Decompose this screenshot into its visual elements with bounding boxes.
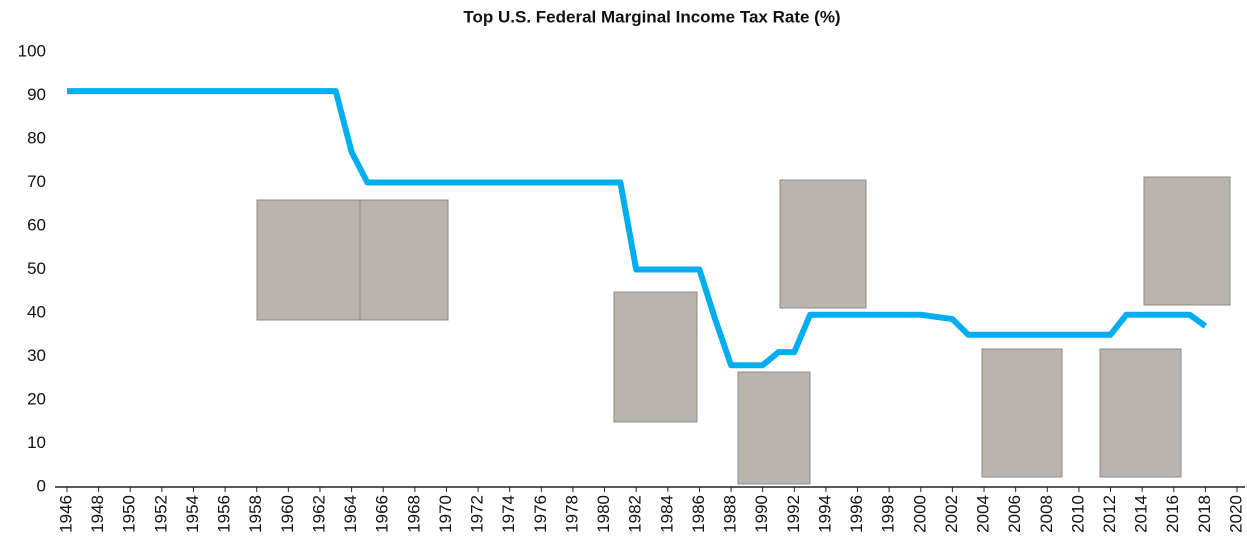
x-tick-label: 1962	[309, 495, 328, 533]
y-tick-label: 40	[27, 302, 46, 321]
x-tick-label: 2004	[974, 495, 993, 533]
x-tick-label: 2018	[1195, 495, 1214, 533]
x-tick-label: 1968	[404, 495, 423, 533]
x-tick-label: 1964	[341, 495, 360, 533]
x-tick-label: 1994	[815, 495, 834, 533]
photo	[737, 371, 811, 485]
chart-title: Top U.S. Federal Marginal Income Tax Rat…	[463, 7, 840, 26]
y-tick-label: 70	[27, 172, 46, 191]
y-tick-label: 10	[27, 433, 46, 452]
x-tick-label: 2012	[1100, 495, 1119, 533]
x-tick-label: 1990	[752, 495, 771, 533]
line	[67, 88, 1208, 369]
photo	[779, 179, 867, 309]
x-tick-label: 1974	[499, 495, 518, 533]
x-tick-label: 2006	[1005, 495, 1024, 533]
y-tick-label: 50	[27, 259, 46, 278]
photo	[1143, 176, 1231, 306]
x-tick-label: 1970	[436, 495, 455, 533]
x-tick-label: 1984	[657, 495, 676, 533]
x-tick-label: 1958	[246, 495, 265, 533]
x-tick-label: 2010	[1068, 495, 1087, 533]
x-tick-label: 1988	[721, 495, 740, 533]
x-tick-label: 1956	[215, 495, 234, 533]
x-tick-label: 1952	[151, 495, 170, 533]
x-tick-label: 2020	[1226, 495, 1245, 533]
y-tick-label: 90	[27, 85, 46, 104]
x-tick-label: 1960	[278, 495, 297, 533]
y-tick-label: 0	[37, 476, 46, 495]
x-tick-label: 1992	[784, 495, 803, 533]
x-tick-label: 1986	[689, 495, 708, 533]
x-tick-label: 1976	[531, 495, 550, 533]
y-tick-label: 80	[27, 128, 46, 147]
photo	[981, 348, 1063, 478]
photo	[359, 199, 449, 321]
x-tick-label: 1998	[879, 495, 898, 533]
x-tick-label: 1972	[468, 495, 487, 533]
x-tick-label: 1980	[594, 495, 613, 533]
x-tick-label: 1948	[88, 495, 107, 533]
photo	[613, 291, 698, 423]
x-tick-label: 2000	[910, 495, 929, 533]
x-tick-label: 2014	[1132, 495, 1151, 533]
x-tick-label: 1946	[56, 495, 75, 533]
x-tick-label: 1954	[183, 495, 202, 533]
y-tick-label: 20	[27, 389, 46, 408]
photo	[1099, 348, 1182, 478]
x-tick-label: 2002	[942, 495, 961, 533]
x-tick-label: 2016	[1163, 495, 1182, 533]
y-tick-label: 100	[18, 41, 46, 60]
x-tick-label: 1950	[120, 495, 139, 533]
x-tick-label: 2008	[1037, 495, 1056, 533]
y-tick-label: 60	[27, 215, 46, 234]
x-tick-label: 1978	[562, 495, 581, 533]
x-tick-label: 1996	[847, 495, 866, 533]
x-tick-label: 1966	[373, 495, 392, 533]
photos	[256, 176, 1231, 485]
x-tick-label: 1982	[626, 495, 645, 533]
photo	[256, 199, 361, 321]
y-tick-label: 30	[27, 346, 46, 365]
